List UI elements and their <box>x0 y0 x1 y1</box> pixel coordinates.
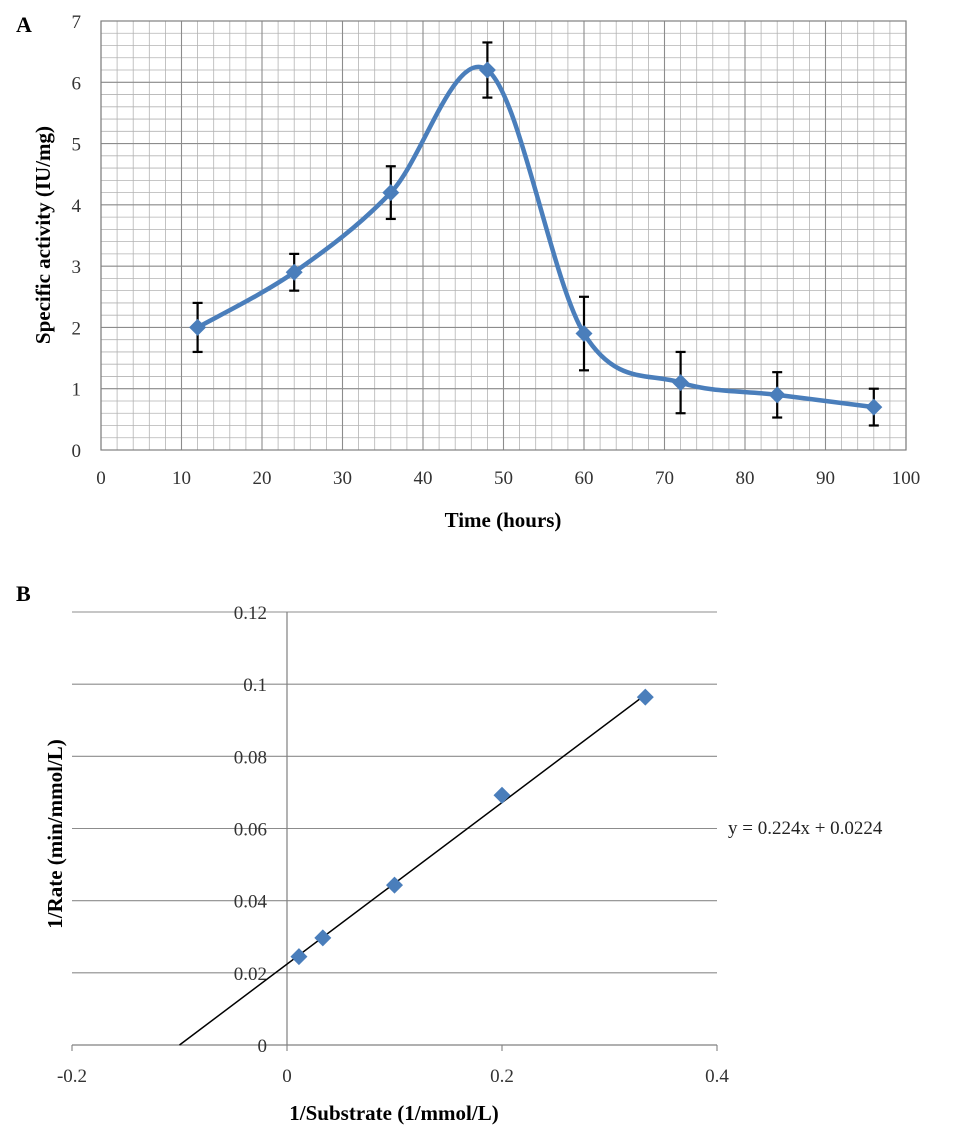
data-point-marker <box>636 688 654 706</box>
y-tick-label: 6 <box>72 73 82 94</box>
y-tick-label: 3 <box>72 257 82 278</box>
panel-a: A 0 10 20 30 40 50 60 70 80 90 100 0 1 2 3 4 5 6 7 Time (… <box>16 12 920 532</box>
y-tick-label: 1 <box>72 380 82 401</box>
y-tick-label: 0.08 <box>234 747 267 768</box>
x-tick-label: 80 <box>736 468 755 489</box>
data-point-marker <box>478 61 496 79</box>
data-point-marker <box>672 374 690 392</box>
data-point-marker <box>290 948 308 966</box>
data-point-marker <box>382 184 400 202</box>
y-tick-label: 0.12 <box>234 603 267 624</box>
panel-b: B -0.2 0 0.2 0.4 0 0.02 0.04 0.06 0.08 0.1 0.12 y… <box>16 581 883 1125</box>
x-tick-label: 0.4 <box>705 1066 729 1087</box>
panel-b-letter: B <box>16 581 31 606</box>
y-tick-label: 0.1 <box>243 675 267 696</box>
data-point-marker <box>314 929 332 947</box>
panel-a-y-tick-labels: 0 1 2 3 4 5 6 7 <box>72 12 82 462</box>
y-tick-label: 0 <box>258 1036 268 1057</box>
panel-b-y-axis-title: 1/Rate (min/mmol/L) <box>43 739 67 929</box>
panel-b-trendline-equation: y = 0.224x + 0.0224 <box>728 818 883 839</box>
panel-b-x-axis-title: 1/Substrate (1/mmol/L) <box>289 1101 498 1125</box>
data-point-marker <box>575 325 593 343</box>
x-tick-label: 40 <box>414 468 433 489</box>
panel-a-series-line <box>195 64 877 410</box>
data-point-marker <box>865 398 883 416</box>
y-tick-label: 0 <box>72 441 82 462</box>
panel-b-x-tick-labels: -0.2 0 0.2 0.4 <box>57 1045 729 1087</box>
panel-a-plot-frame <box>100 20 907 451</box>
y-tick-label: 7 <box>72 12 82 33</box>
data-point-marker <box>493 786 511 804</box>
x-tick-label: 30 <box>333 468 352 489</box>
panel-b-y-tick-labels: 0 0.02 0.04 0.06 0.08 0.1 0.12 <box>234 603 268 1057</box>
x-tick-label: 70 <box>655 468 674 489</box>
y-tick-label: 0.02 <box>234 964 267 985</box>
x-tick-label: 90 <box>816 468 835 489</box>
x-tick-label: 0.2 <box>490 1066 514 1087</box>
panel-a-markers <box>189 61 883 416</box>
y-tick-label: 0.06 <box>234 820 267 841</box>
panel-b-trendline <box>179 694 646 1046</box>
y-tick-label: 0.04 <box>234 892 268 913</box>
panel-a-x-axis-title: Time (hours) <box>445 508 562 532</box>
x-tick-label: 60 <box>575 468 594 489</box>
x-tick-label: 0 <box>282 1066 292 1087</box>
data-point-marker <box>768 386 786 404</box>
data-point-marker <box>285 263 303 281</box>
panel-b-markers <box>290 688 654 966</box>
panel-a-y-axis-title: Specific activity (IU/mg) <box>31 126 55 344</box>
x-tick-label: -0.2 <box>57 1066 87 1087</box>
x-tick-label: 0 <box>96 468 106 489</box>
panel-a-letter: A <box>16 12 32 37</box>
y-tick-label: 4 <box>72 196 82 217</box>
panel-b-gridlines <box>72 611 717 974</box>
x-tick-label: 100 <box>892 468 921 489</box>
data-point-marker <box>189 318 207 336</box>
data-point-marker <box>386 876 403 894</box>
x-tick-label: 20 <box>253 468 272 489</box>
panel-a-major-grid <box>100 20 907 451</box>
y-tick-label: 5 <box>72 135 82 156</box>
x-tick-label: 10 <box>172 468 191 489</box>
x-tick-label: 50 <box>494 468 513 489</box>
y-tick-label: 2 <box>72 318 82 339</box>
panel-a-x-tick-labels: 0 10 20 30 40 50 60 70 80 90 100 <box>96 468 920 489</box>
